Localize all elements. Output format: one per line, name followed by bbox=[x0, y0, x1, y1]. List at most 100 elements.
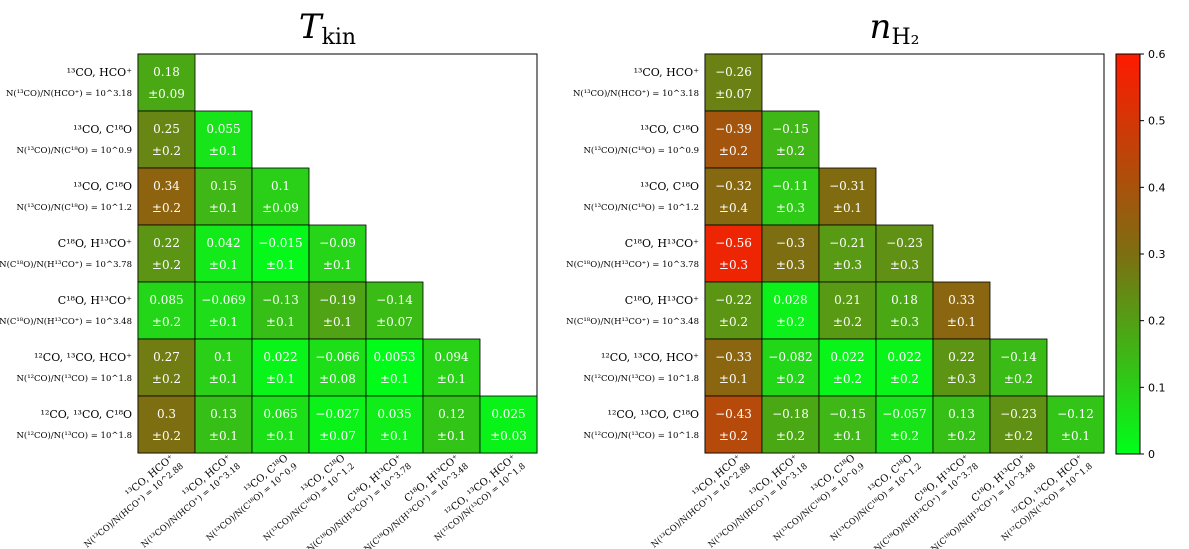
heatmap-cell bbox=[761, 395, 820, 454]
cell-value: −0.3 bbox=[776, 236, 805, 250]
row-label-ratio: N(¹³CO)/N(C¹⁸O) = 10^0.9 bbox=[583, 145, 699, 156]
heatmap-cell bbox=[704, 167, 763, 226]
heatmap-cell bbox=[251, 281, 310, 340]
cell-value: 0.1 bbox=[271, 179, 290, 193]
colorbar-tick-label: 0.6 bbox=[1148, 48, 1166, 61]
cell-error: ±0.3 bbox=[890, 315, 919, 329]
cell-value: −0.26 bbox=[715, 65, 752, 79]
cell-value: −0.18 bbox=[772, 407, 809, 421]
cell-value: 0.042 bbox=[206, 236, 240, 250]
cell-error: ±0.1 bbox=[437, 372, 466, 386]
heatmap-cell bbox=[818, 224, 877, 283]
cell-error: ±0.2 bbox=[833, 315, 862, 329]
cell-error: ±0.2 bbox=[947, 429, 976, 443]
heatmap-cell bbox=[818, 167, 877, 226]
cell-value: 0.022 bbox=[263, 350, 297, 364]
cell-error: ±0.2 bbox=[890, 372, 919, 386]
row-label-species: ¹³CO, HCO⁺ bbox=[634, 66, 700, 79]
cell-value: −0.56 bbox=[715, 236, 752, 250]
heatmap-cell bbox=[137, 53, 196, 112]
panel-nh2: nH₂ −0.26 ±0.07 −0.39 ±0.2 −0.15 ±0.2 −0.32 ±0.4… bbox=[566, 7, 1105, 549]
cell-error: ±0.1 bbox=[323, 315, 352, 329]
cell-error: ±0.1 bbox=[266, 429, 295, 443]
row-label-ratio: N(¹³CO)/N(C¹⁸O) = 10^0.9 bbox=[16, 145, 132, 156]
col-label: ¹³CO, HCO⁺N(¹³CO)/N(HCO⁺) = 10^2.88 bbox=[649, 453, 753, 549]
row-label-species: ¹²CO, ¹³CO, C¹⁸O bbox=[41, 408, 132, 421]
cell-value: −0.12 bbox=[1057, 407, 1094, 421]
title-sub: H₂ bbox=[891, 25, 919, 50]
heatmap-cell bbox=[194, 281, 253, 340]
heatmap-cell bbox=[1046, 395, 1105, 454]
row-label-ratio: N(¹³CO)/N(C¹⁸O) = 10^1.2 bbox=[16, 202, 132, 213]
cell-value: 0.022 bbox=[887, 350, 921, 364]
cell-value: −0.32 bbox=[715, 179, 752, 193]
title-main: n bbox=[870, 7, 892, 47]
row-label-ratio: N(¹³CO)/N(HCO⁺) = 10^3.18 bbox=[6, 88, 132, 99]
cell-value: 0.13 bbox=[210, 407, 237, 421]
cell-value: 0.065 bbox=[263, 407, 297, 421]
heatmap-cell bbox=[137, 395, 196, 454]
row-label-ratio: N(C¹⁸O)/N(H¹³CO⁺) = 10^3.78 bbox=[0, 259, 132, 270]
cell-value: 0.33 bbox=[948, 293, 975, 307]
col-label: ¹³CO, HCO⁺N(¹³CO)/N(HCO⁺) = 10^2.88 bbox=[82, 453, 186, 549]
heatmap-cell bbox=[704, 395, 763, 454]
heatmap-cell bbox=[932, 395, 991, 454]
heatmap-cell bbox=[818, 395, 877, 454]
cell-error: ±0.2 bbox=[719, 315, 748, 329]
row-label-species: ¹²CO, ¹³CO, HCO⁺ bbox=[601, 351, 699, 364]
heatmap-cell bbox=[308, 281, 367, 340]
heatmap-cell bbox=[932, 338, 991, 397]
cell-value: −0.027 bbox=[315, 407, 359, 421]
cell-value: −0.057 bbox=[882, 407, 926, 421]
colorbar-tick-label: 0.4 bbox=[1148, 181, 1166, 194]
heatmap-cell bbox=[932, 281, 991, 340]
cell-value: 0.22 bbox=[948, 350, 975, 364]
cell-value: 0.028 bbox=[773, 293, 807, 307]
row-label-species: C¹⁸O, H¹³CO⁺ bbox=[625, 237, 699, 250]
cell-error: ±0.1 bbox=[833, 429, 862, 443]
cell-error: ±0.1 bbox=[209, 144, 238, 158]
row-label-ratio: N(¹²CO)/N(¹³CO) = 10^1.8 bbox=[16, 373, 132, 384]
cell-error: ±0.2 bbox=[152, 315, 181, 329]
cell-value: 0.21 bbox=[834, 293, 861, 307]
cell-value: −0.39 bbox=[715, 122, 752, 136]
heatmap-cell bbox=[194, 110, 253, 169]
cell-error: ±0.1 bbox=[380, 429, 409, 443]
cell-error: ±0.2 bbox=[1004, 372, 1033, 386]
cell-error: ±0.07 bbox=[715, 87, 752, 101]
cell-value: −0.23 bbox=[886, 236, 923, 250]
cell-error: ±0.2 bbox=[152, 372, 181, 386]
row-label-species: ¹³CO, HCO⁺ bbox=[67, 66, 133, 79]
row-label-species: C¹⁸O, H¹³CO⁺ bbox=[58, 294, 132, 307]
cell-value: −0.21 bbox=[829, 236, 866, 250]
heatmap-cell bbox=[365, 281, 424, 340]
cell-error: ±0.2 bbox=[776, 429, 805, 443]
cell-error: ±0.03 bbox=[490, 429, 527, 443]
cell-error: ±0.3 bbox=[890, 258, 919, 272]
cell-value: −0.082 bbox=[768, 350, 812, 364]
cell-value: 0.22 bbox=[153, 236, 180, 250]
cell-error: ±0.2 bbox=[152, 429, 181, 443]
cell-value: −0.015 bbox=[258, 236, 302, 250]
cell-value: 0.13 bbox=[948, 407, 975, 421]
heatmap-cell bbox=[137, 224, 196, 283]
heatmap-cell bbox=[194, 338, 253, 397]
heatmap-cell bbox=[989, 338, 1048, 397]
heatmap-cell bbox=[818, 338, 877, 397]
row-label-species: C¹⁸O, H¹³CO⁺ bbox=[625, 294, 699, 307]
row-label-ratio: N(C¹⁸O)/N(H¹³CO⁺) = 10^3.48 bbox=[566, 316, 699, 327]
cell-error: ±0.1 bbox=[209, 372, 238, 386]
cell-value: 0.18 bbox=[153, 65, 180, 79]
cell-error: ±0.2 bbox=[152, 201, 181, 215]
row-label-ratio: N(C¹⁸O)/N(H¹³CO⁺) = 10^3.48 bbox=[0, 316, 132, 327]
heatmap-cell bbox=[137, 281, 196, 340]
row-label-species: C¹⁸O, H¹³CO⁺ bbox=[58, 237, 132, 250]
cell-value: −0.43 bbox=[715, 407, 752, 421]
heatmap-cell bbox=[251, 338, 310, 397]
cell-error: ±0.08 bbox=[319, 372, 356, 386]
heatmap-cell bbox=[194, 395, 253, 454]
heatmap-cell bbox=[875, 224, 934, 283]
heatmap-cell bbox=[365, 395, 424, 454]
row-label-species: ¹³CO, C¹⁸O bbox=[73, 123, 132, 136]
